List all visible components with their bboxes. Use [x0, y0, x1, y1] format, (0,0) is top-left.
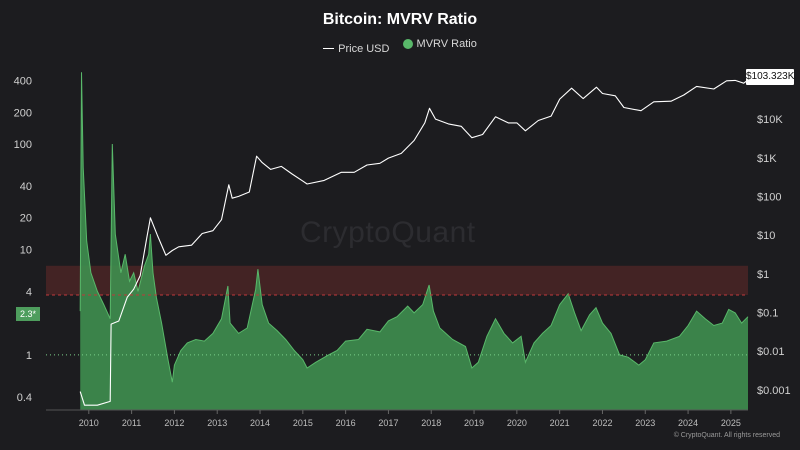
- mvrv-series: [79, 72, 749, 410]
- x-tick-label: 2012: [164, 418, 184, 428]
- watermark: CryptoQuant: [300, 216, 476, 249]
- overvalued-zone: [46, 265, 748, 295]
- left-tick-label: 10: [20, 244, 32, 256]
- right-tick-label: $100: [757, 191, 781, 203]
- x-tick-label: 2021: [550, 418, 570, 428]
- x-tick-label: 2018: [421, 418, 441, 428]
- left-tick-label: 400: [14, 76, 32, 88]
- mvrv-line: [79, 72, 749, 383]
- price-line: [79, 79, 749, 406]
- right-tick-label: $0.001: [757, 385, 791, 397]
- x-tick-label: 2017: [378, 418, 398, 428]
- left-axis: 400 200 100 40 20 10 4 1 0.4: [14, 76, 32, 404]
- right-tick-label: $0.1: [757, 307, 778, 319]
- right-tick-label: $10K: [757, 114, 783, 126]
- mvrv-dot-swatch: [402, 39, 413, 49]
- legend: Price USD MVRV Ratio: [0, 38, 800, 55]
- x-tick-label: 2013: [207, 418, 227, 428]
- current-mvrv-badge: 2.3*: [16, 307, 40, 321]
- price-line-swatch: [323, 48, 335, 49]
- x-tick-label: 2019: [464, 418, 484, 428]
- legend-label-price: Price USD: [338, 42, 390, 55]
- current-price-badge: $103.323K: [746, 69, 794, 85]
- x-axis: 2010 2011 2012 2013 2014 2015 2016 2017 2018 2019…: [79, 410, 741, 428]
- legend-item-mvrv[interactable]: MVRV Ratio: [402, 38, 477, 50]
- left-tick-label: 1: [26, 350, 32, 362]
- left-tick-label: 100: [14, 139, 32, 151]
- left-tick-label: 200: [14, 107, 32, 119]
- right-axis: $10K $1K $100 $10 $1 $0.1 $0.01 $0.001: [757, 114, 791, 397]
- x-tick-label: 2023: [635, 418, 655, 428]
- left-tick-label: 40: [20, 181, 32, 193]
- x-tick-label: 2015: [293, 418, 313, 428]
- x-tick-label: 2016: [336, 418, 356, 428]
- left-tick-label: 4: [26, 286, 32, 298]
- x-tick-label: 2025: [721, 418, 741, 428]
- x-tick-label: 2022: [592, 418, 612, 428]
- x-tick-label: 2010: [79, 418, 99, 428]
- right-tick-label: $0.01: [757, 346, 785, 358]
- left-tick-label: 0.4: [17, 392, 32, 404]
- x-tick-label: 2024: [678, 418, 698, 428]
- price-series: [79, 79, 749, 406]
- right-tick-label: $1K: [757, 153, 777, 165]
- right-tick-label: $10: [757, 230, 775, 242]
- chart-title: Bitcoin: MVRV Ratio: [322, 11, 478, 28]
- mvrv-area: [80, 72, 748, 410]
- x-tick-label: 2011: [122, 418, 141, 428]
- legend-label-mvrv: MVRV Ratio: [416, 38, 477, 50]
- right-tick-label: $1: [757, 269, 769, 281]
- copyright-text: © CryptoQuant. All rights reserved: [673, 432, 780, 439]
- x-tick-label: 2020: [507, 418, 527, 428]
- x-tick-label: 2014: [250, 418, 270, 428]
- legend-item-price[interactable]: Price USD: [323, 43, 389, 55]
- left-tick-label: 20: [20, 213, 32, 225]
